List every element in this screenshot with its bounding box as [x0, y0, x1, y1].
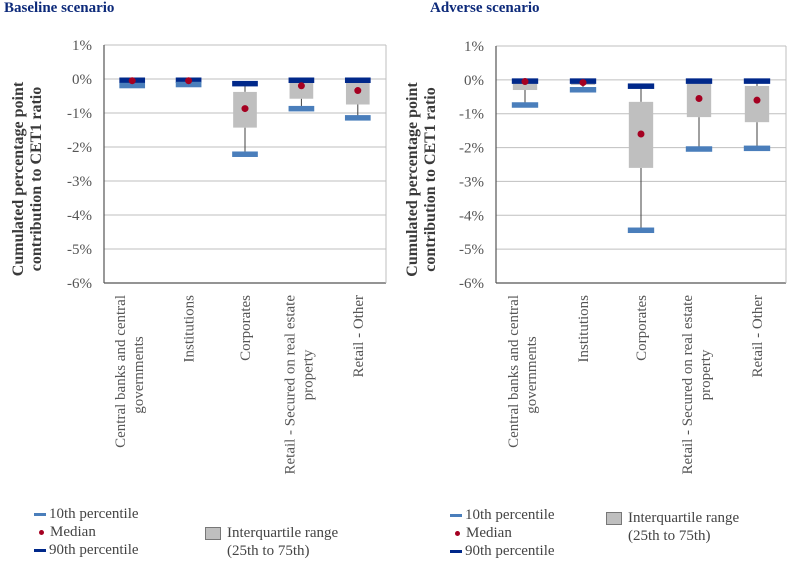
adverse-p10-marker	[511, 102, 539, 108]
baseline-ytick-label: -5%	[67, 242, 92, 258]
median-dot-icon	[455, 530, 460, 536]
p10-swatch-icon	[450, 513, 462, 517]
adverse-category-label-line2: property	[698, 349, 714, 400]
baseline-median-point	[297, 82, 305, 90]
legend-label-p90: 90th percentile	[465, 543, 555, 559]
adverse-p10-marker	[569, 87, 597, 93]
legend-label-iqr-range: (25th to 75th)	[628, 528, 711, 544]
baseline-p10-marker	[344, 115, 371, 121]
legend-label-median: Median	[50, 524, 96, 540]
adverse-median-point	[695, 94, 703, 102]
legend-item-p10: 10th percentile	[450, 506, 555, 524]
adverse-median-point	[521, 78, 529, 86]
p90-swatch-icon	[450, 549, 462, 553]
adverse-ytick-label: 1%	[464, 39, 484, 55]
baseline-ytick-label: -4%	[67, 208, 92, 224]
baseline-y-axis-title-line2: contribution to CET1 ratio	[28, 87, 45, 271]
baseline-iqr-box	[289, 80, 314, 99]
adverse-y-axis-title-line2: contribution to CET1 ratio	[422, 87, 439, 271]
adverse-ytick-label: -2%	[459, 141, 484, 157]
baseline-legend: 10th percentile Median 90th percentile	[34, 505, 139, 559]
adverse-ytick-label: 0%	[464, 73, 484, 89]
adverse-chart-title: Adverse scenario	[430, 0, 540, 16]
median-dot-icon	[39, 529, 44, 535]
adverse-legend: 10th percentile Median 90th percentile	[450, 506, 555, 560]
baseline-ytick-label: 0%	[72, 72, 92, 88]
adverse-ytick-label: -6%	[459, 276, 484, 292]
adverse-category-label: Institutions	[576, 295, 592, 363]
adverse-p90-marker	[685, 78, 713, 84]
baseline-ytick-label: 1%	[72, 38, 92, 54]
adverse-ytick-label: -4%	[459, 208, 484, 224]
legend-item-median: Median	[34, 523, 139, 541]
legend-item-p10: 10th percentile	[34, 505, 139, 523]
p10-swatch-icon	[34, 512, 46, 516]
baseline-category-label: Retail - Secured on real estate	[282, 295, 298, 475]
adverse-p10-marker	[685, 146, 713, 152]
baseline-category-label: Corporates	[238, 295, 254, 361]
legend-label-median: Median	[466, 525, 512, 541]
legend-item-p90: 90th percentile	[34, 541, 139, 559]
adverse-median-point	[579, 79, 587, 87]
adverse-p90-marker	[627, 83, 655, 89]
baseline-category-label: Central banks and central	[113, 295, 129, 448]
adverse-p10-marker	[627, 227, 655, 234]
baseline-p10-marker	[232, 151, 258, 157]
legend-label-iqr: Interquartile range	[227, 525, 339, 541]
adverse-category-label-line2: governments	[524, 336, 540, 414]
adverse-median-point	[637, 130, 645, 138]
baseline-ytick-label: -6%	[67, 276, 92, 292]
adverse-category-label: Central banks and central	[506, 295, 522, 448]
adverse-iqr-box	[512, 81, 538, 91]
baseline-median-point	[241, 105, 249, 113]
adverse-ytick-label: -5%	[459, 242, 484, 258]
baseline-legend-iqr: Interquartile range (25th to 75th)	[205, 524, 338, 560]
adverse-category-label: Retail - Secured on real estate	[680, 295, 696, 475]
legend-label-p10: 10th percentile	[465, 507, 555, 523]
legend-label-iqr-range: (25th to 75th)	[227, 543, 310, 559]
adverse-iqr-box	[744, 85, 770, 123]
baseline-category-label-line2: governments	[131, 336, 147, 414]
baseline-ytick-label: -3%	[67, 174, 92, 190]
adverse-p90-marker	[743, 78, 771, 84]
baseline-p90-marker	[288, 77, 315, 83]
adverse-ytick-label: -3%	[459, 174, 484, 190]
adverse-p10-marker	[743, 145, 771, 152]
baseline-ytick-label: -2%	[67, 140, 92, 156]
baseline-median-point	[185, 77, 193, 85]
iqr-swatch-icon	[205, 527, 221, 540]
iqr-swatch-icon	[606, 512, 622, 525]
legend-label-p10: 10th percentile	[49, 506, 139, 522]
legend-label-p90: 90th percentile	[49, 542, 139, 558]
baseline-median-point	[354, 87, 362, 95]
adverse-category-label: Corporates	[634, 295, 650, 361]
baseline-p90-marker	[344, 77, 371, 83]
legend-item-median: Median	[450, 524, 555, 542]
baseline-p10-marker	[288, 105, 315, 112]
baseline-category-label: Institutions	[182, 295, 198, 363]
baseline-category-label: Retail - Other	[351, 295, 367, 377]
adverse-y-axis-title: Cumulated percentage point	[404, 82, 421, 277]
adverse-median-point	[753, 96, 761, 104]
legend-item-p90: 90th percentile	[450, 542, 555, 560]
baseline-p10-marker	[175, 81, 202, 88]
baseline-p10-marker	[119, 82, 146, 89]
baseline-median-point	[128, 77, 136, 85]
baseline-category-label-line2: property	[300, 349, 316, 400]
p90-swatch-icon	[34, 548, 46, 552]
baseline-chart-title: Baseline scenario	[4, 0, 115, 16]
baseline-p90-marker	[232, 80, 258, 87]
adverse-legend-iqr: Interquartile range (25th to 75th)	[606, 509, 739, 545]
baseline-y-axis-title: Cumulated percentage point	[10, 81, 27, 276]
baseline-ytick-label: -1%	[67, 106, 92, 122]
adverse-ytick-label: -1%	[459, 107, 484, 123]
legend-label-iqr: Interquartile range	[628, 510, 740, 526]
adverse-category-label: Retail - Other	[750, 295, 766, 377]
